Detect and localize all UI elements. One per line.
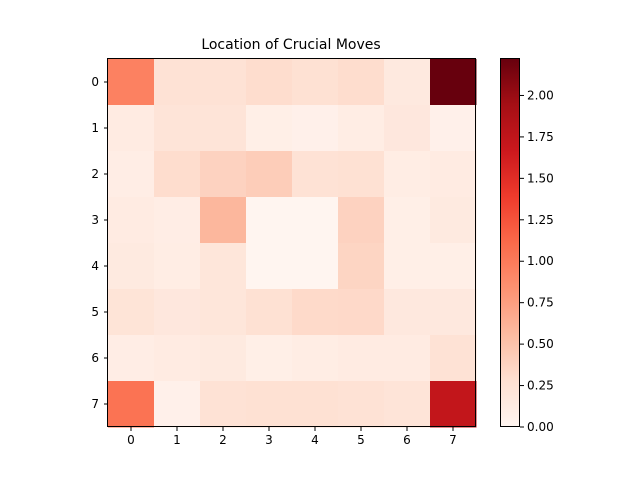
heatmap-cell <box>154 197 201 244</box>
colorbar-axis: 0.00 0.25 0.50 0.75 1.00 1.25 1.50 1.75 2.00 <box>520 88 554 434</box>
heatmap-cell <box>338 197 385 244</box>
x-tick-label: 4 <box>311 433 319 447</box>
heatmap-cell <box>246 335 293 382</box>
x-tick-label: 7 <box>449 433 457 447</box>
heatmap-cell <box>108 381 155 428</box>
heatmap-cell <box>384 289 431 336</box>
y-tick-label: 5 <box>91 305 99 319</box>
x-tick-label: 1 <box>173 433 181 447</box>
plot-frame <box>107 58 476 427</box>
x-tick-label: 6 <box>403 433 411 447</box>
heatmap-cell <box>338 335 385 382</box>
y-tick-label: 1 <box>91 121 99 135</box>
heatmap-cell <box>108 335 155 382</box>
heatmap-cell <box>246 289 293 336</box>
heatmap-cell <box>384 105 431 152</box>
heatmap-cell <box>338 381 385 428</box>
heatmap-cell <box>430 243 477 290</box>
heatmap-cell <box>384 381 431 428</box>
heatmap-cell <box>338 151 385 198</box>
heatmap-cell <box>108 105 155 152</box>
heatmap-cell <box>200 243 247 290</box>
colorbar-tick-label: 0.00 <box>527 420 554 434</box>
heatmap-cell <box>292 243 339 290</box>
heatmap-cell <box>200 151 247 198</box>
heatmap-cell <box>292 151 339 198</box>
heatmap-cell <box>200 59 247 106</box>
heatmap-cell <box>200 197 247 244</box>
heatmap-cells <box>108 59 477 428</box>
heatmap-cell <box>384 151 431 198</box>
heatmap-cell <box>292 289 339 336</box>
heatmap-cell <box>108 289 155 336</box>
heatmap-cell <box>384 243 431 290</box>
heatmap-cell <box>246 381 293 428</box>
heatmap-cell <box>430 197 477 244</box>
x-axis: 0 1 2 3 4 5 6 7 <box>127 427 457 447</box>
heatmap-cell <box>292 197 339 244</box>
colorbar-tick-label: 1.25 <box>527 213 554 227</box>
heatmap-cell <box>338 243 385 290</box>
y-tick-label: 3 <box>91 213 99 227</box>
y-tick-label: 2 <box>91 167 99 181</box>
heatmap-cell <box>108 197 155 244</box>
heatmap-cell <box>246 105 293 152</box>
heatmap-cell <box>246 197 293 244</box>
heatmap-cell <box>200 381 247 428</box>
heatmap-cell <box>154 381 201 428</box>
heatmap-cell <box>200 335 247 382</box>
colorbar-tick-label: 0.50 <box>527 337 554 351</box>
heatmap-cell <box>200 289 247 336</box>
heatmap-cell <box>108 59 155 106</box>
heatmap-cell <box>246 151 293 198</box>
heatmap-cell <box>154 243 201 290</box>
x-tick-label: 3 <box>265 433 273 447</box>
heatmap-cell <box>384 197 431 244</box>
colorbar-tick-label: 2.00 <box>527 88 554 102</box>
colorbar-tick-label: 0.75 <box>527 296 554 310</box>
heatmap-cell <box>338 59 385 106</box>
x-tick-label: 0 <box>127 433 135 447</box>
heatmap-cell <box>108 151 155 198</box>
chart-title: Location of Crucial Moves <box>201 37 380 53</box>
heatmap-cell <box>246 59 293 106</box>
heatmap-cell <box>430 105 477 152</box>
heatmap-cell <box>108 243 155 290</box>
heatmap-cell <box>430 151 477 198</box>
y-tick-label: 4 <box>91 259 99 273</box>
x-tick-label: 5 <box>357 433 365 447</box>
heatmap-cell <box>154 289 201 336</box>
heatmap-cell <box>200 105 247 152</box>
heatmap-cell <box>430 335 477 382</box>
colorbar-tick-label: 0.25 <box>527 379 554 393</box>
heatmap-cell <box>430 381 477 428</box>
heatmap-cell <box>338 289 385 336</box>
heatmap-cell <box>384 59 431 106</box>
x-tick-label: 2 <box>219 433 227 447</box>
colorbar <box>500 58 520 427</box>
heatmap-cell <box>430 289 477 336</box>
heatmap-cell <box>246 243 293 290</box>
colorbar-tick-label: 1.00 <box>527 254 554 268</box>
heatmap-cell <box>292 105 339 152</box>
heatmap-cell <box>430 59 477 106</box>
y-tick-label: 0 <box>91 75 99 89</box>
heatmap-cell <box>154 151 201 198</box>
y-tick-label: 6 <box>91 351 99 365</box>
colorbar-tick-label: 1.75 <box>527 130 554 144</box>
heatmap-cell <box>154 59 201 106</box>
heatmap-cell <box>292 59 339 106</box>
heatmap-cell <box>384 335 431 382</box>
y-tick-label: 7 <box>91 397 99 411</box>
colorbar-tick-label: 1.50 <box>527 171 554 185</box>
heatmap-cell <box>292 335 339 382</box>
heatmap-cell <box>292 381 339 428</box>
heatmap-cell <box>338 105 385 152</box>
heatmap-cell <box>154 105 201 152</box>
y-axis: 0 1 2 3 4 5 6 7 <box>91 75 108 411</box>
heatmap-cell <box>154 335 201 382</box>
